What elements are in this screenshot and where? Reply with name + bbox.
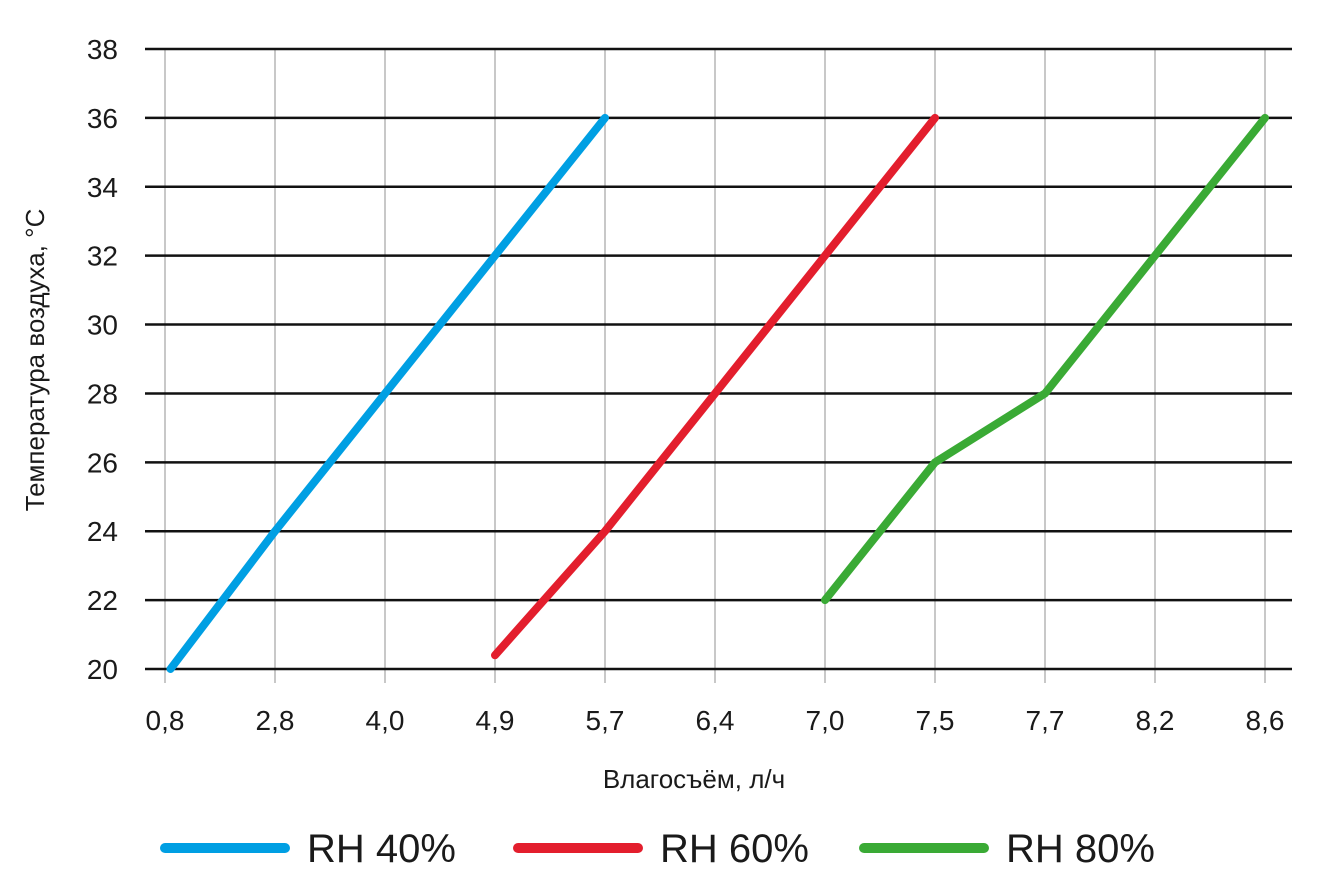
x-tick-label: 6,4	[696, 705, 735, 736]
legend-label: RH 40%	[307, 827, 456, 871]
x-tick-label: 4,9	[476, 705, 515, 736]
x-tick-label: 0,8	[146, 705, 185, 736]
x-tick-label: 5,7	[586, 705, 625, 736]
x-tick-label: 8,2	[1136, 705, 1175, 736]
series-line-2	[491, 113, 939, 660]
y-tick-label: 20	[87, 654, 118, 685]
y-tick-label: 36	[87, 103, 118, 134]
series-line-3	[821, 113, 1269, 605]
y-tick-label: 32	[87, 241, 118, 272]
y-tick-label: 24	[87, 516, 118, 547]
x-tick-label: 7,5	[916, 705, 955, 736]
x-tick-label: 7,7	[1026, 705, 1065, 736]
y-tick-label: 30	[87, 310, 118, 341]
y-tick-label: 28	[87, 378, 118, 409]
x-tick-label: 4,0	[366, 705, 405, 736]
x-tick-label: 8,6	[1246, 705, 1285, 736]
y-tick-label: 34	[87, 172, 118, 203]
x-tick-label: 2,8	[256, 705, 295, 736]
series-line-1	[166, 113, 609, 673]
y-tick-label: 26	[87, 447, 118, 478]
legend-label: RH 60%	[660, 827, 809, 871]
y-axis-title: Температура воздуха, °C	[20, 209, 50, 512]
legend-label: RH 80%	[1006, 827, 1155, 871]
x-axis-title: Влагосъём, л/ч	[603, 764, 785, 794]
y-tick-label: 38	[87, 34, 118, 65]
y-tick-label: 22	[87, 585, 118, 616]
x-tick-label: 7,0	[806, 705, 845, 736]
legend: RH 40% RH 60% RH 80%	[160, 827, 1155, 871]
